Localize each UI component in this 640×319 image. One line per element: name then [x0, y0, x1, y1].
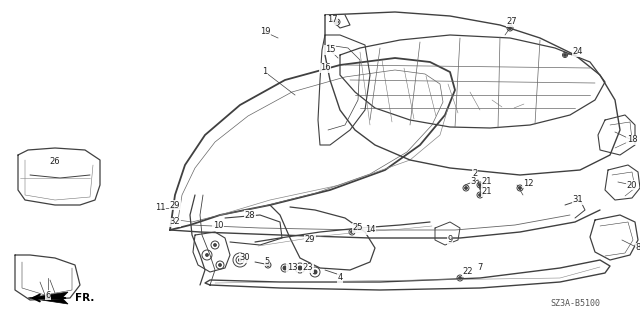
Circle shape — [465, 187, 467, 189]
Text: 4: 4 — [337, 273, 342, 283]
Circle shape — [479, 194, 481, 196]
Text: 1: 1 — [262, 68, 268, 77]
Text: 27: 27 — [507, 18, 517, 26]
Text: 12: 12 — [523, 179, 533, 188]
Circle shape — [239, 259, 241, 261]
Text: 30: 30 — [240, 254, 250, 263]
Text: 24: 24 — [573, 48, 583, 56]
Text: FR.: FR. — [75, 293, 94, 303]
Text: 18: 18 — [627, 136, 637, 145]
Circle shape — [239, 259, 241, 261]
Text: 15: 15 — [324, 46, 335, 55]
Text: 3: 3 — [470, 177, 476, 187]
Circle shape — [336, 21, 338, 23]
Text: 14: 14 — [365, 226, 375, 234]
Text: 5: 5 — [264, 256, 269, 265]
Text: 20: 20 — [627, 181, 637, 189]
Circle shape — [206, 254, 208, 256]
Text: 23: 23 — [303, 263, 314, 272]
Text: 9: 9 — [447, 235, 452, 244]
Text: 19: 19 — [260, 27, 270, 36]
Polygon shape — [28, 292, 68, 304]
Circle shape — [519, 187, 521, 189]
Circle shape — [214, 244, 216, 246]
Text: 8: 8 — [636, 243, 640, 253]
Text: 16: 16 — [320, 63, 330, 72]
Circle shape — [564, 54, 566, 56]
Text: 25: 25 — [353, 224, 364, 233]
Circle shape — [299, 267, 301, 269]
Text: 21: 21 — [482, 188, 492, 197]
Text: 26: 26 — [50, 158, 60, 167]
Circle shape — [314, 271, 316, 273]
Text: 10: 10 — [212, 220, 223, 229]
Text: 22: 22 — [463, 268, 473, 277]
Text: 17: 17 — [326, 16, 337, 25]
Text: 7: 7 — [477, 263, 483, 272]
Text: 28: 28 — [244, 211, 255, 219]
Circle shape — [479, 184, 481, 186]
Circle shape — [284, 267, 286, 269]
Text: 31: 31 — [573, 196, 583, 204]
Text: 21: 21 — [482, 177, 492, 187]
Circle shape — [351, 231, 353, 233]
Text: 2: 2 — [472, 168, 477, 177]
Circle shape — [267, 264, 269, 266]
Text: 6: 6 — [45, 291, 51, 300]
Text: 13: 13 — [287, 263, 298, 272]
Text: 32: 32 — [170, 218, 180, 226]
Text: 29: 29 — [305, 235, 316, 244]
Circle shape — [314, 271, 316, 273]
Text: 29: 29 — [170, 201, 180, 210]
Circle shape — [509, 27, 511, 29]
Text: SZ3A-B5100: SZ3A-B5100 — [550, 299, 600, 308]
Text: 11: 11 — [155, 204, 165, 212]
Circle shape — [459, 277, 461, 279]
Circle shape — [299, 267, 301, 269]
Circle shape — [284, 267, 286, 269]
Circle shape — [219, 264, 221, 266]
